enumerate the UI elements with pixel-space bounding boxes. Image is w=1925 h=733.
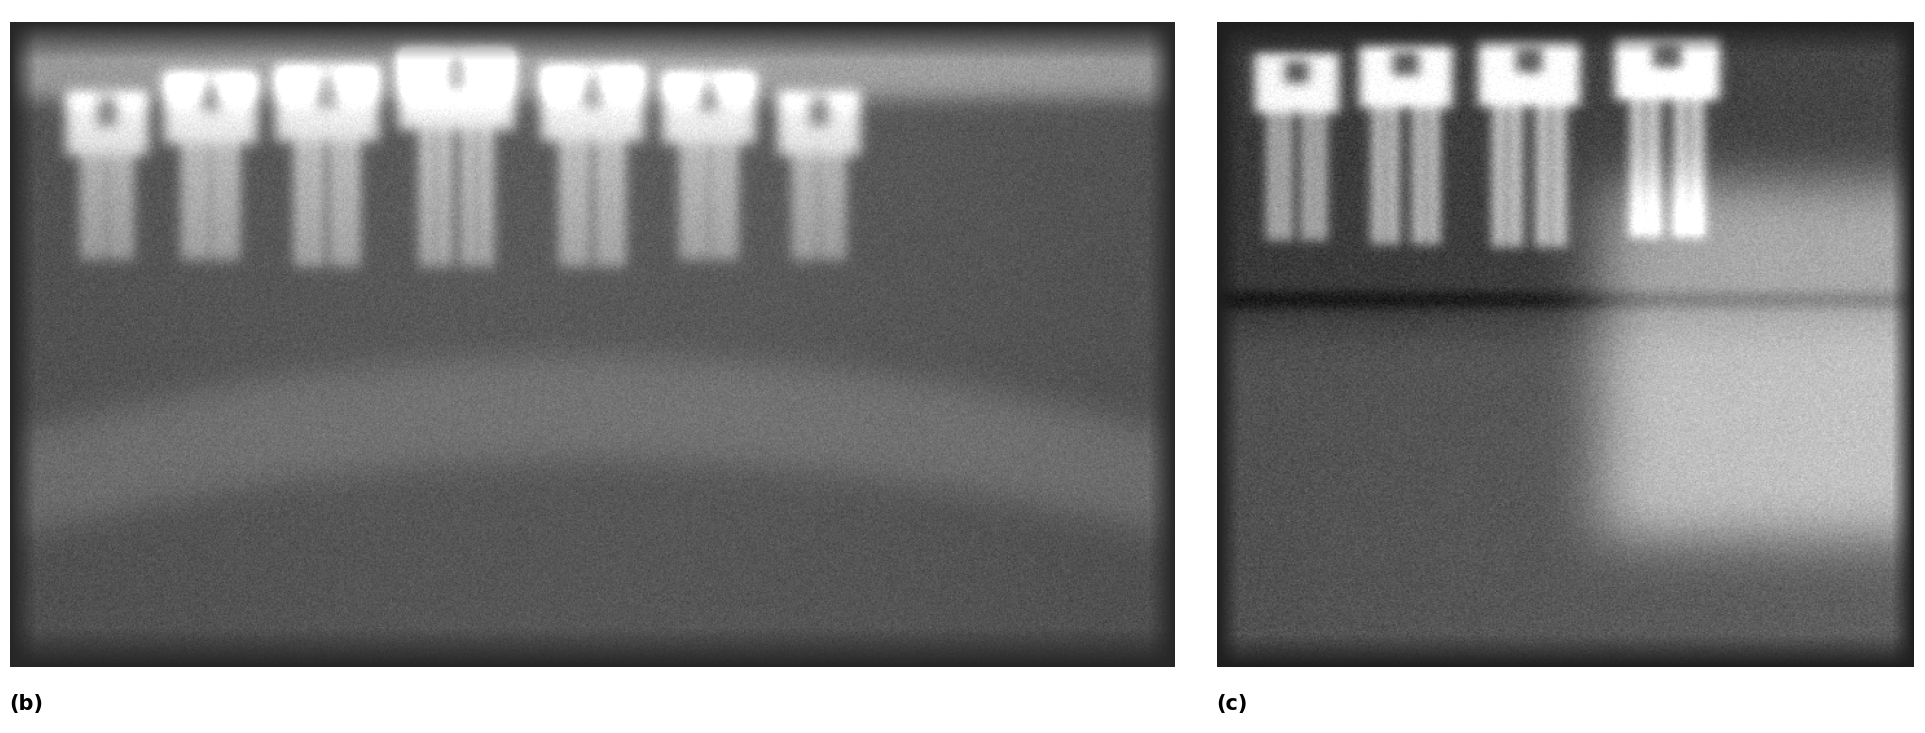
Text: (c): (c): [1217, 693, 1247, 714]
Text: (b): (b): [10, 693, 44, 714]
